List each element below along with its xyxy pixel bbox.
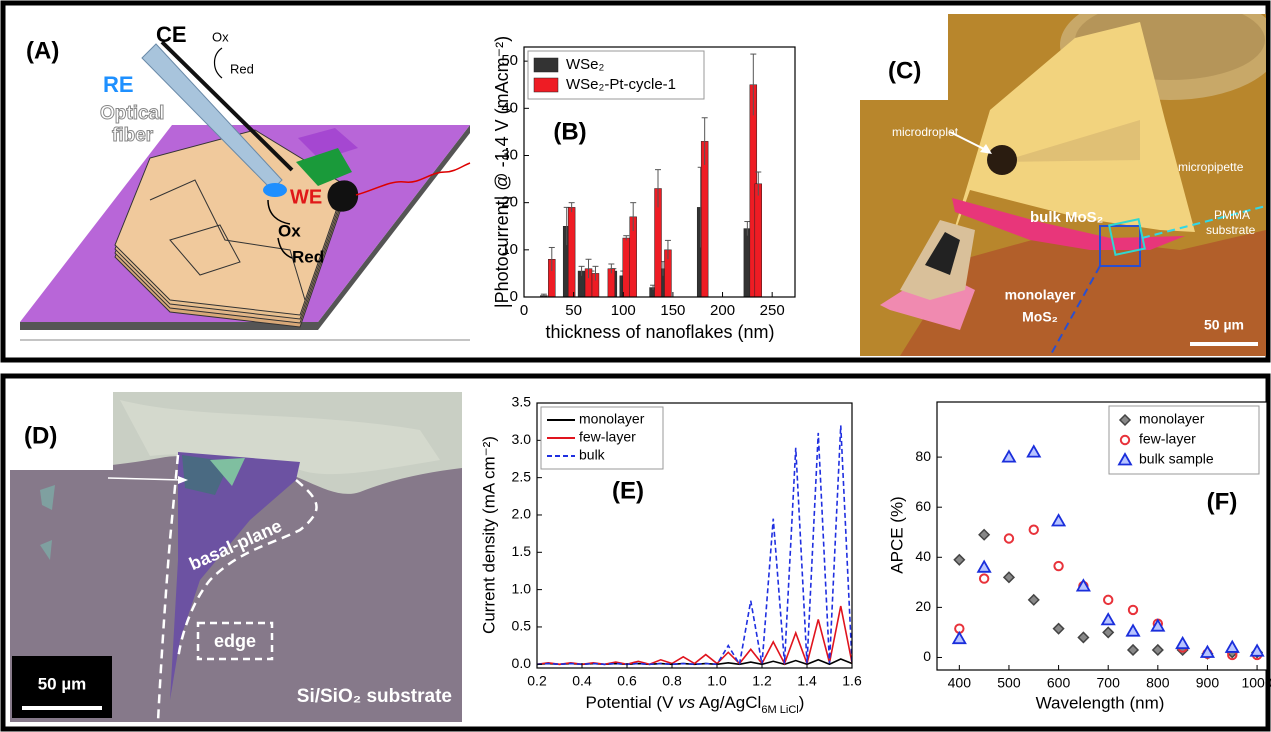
x-axis-label-part: ) <box>799 693 805 712</box>
y-tick-label: 20 <box>915 598 931 614</box>
x-axis-label-part: Potential (V <box>586 693 679 712</box>
x-tick-label: 200 <box>710 302 735 319</box>
legend-label: WSe₂ <box>566 56 605 73</box>
x-axis-label: Wavelength (nm) <box>1036 693 1165 712</box>
droplet <box>263 183 287 197</box>
panel-label: (C) <box>888 57 921 84</box>
panel-label: (B) <box>553 118 586 145</box>
page: { "panel_a": {"label": "(A)", "ce": "CE"… <box>0 0 1271 732</box>
we-label: WE <box>290 186 322 208</box>
y-tick-label: 60 <box>915 498 931 514</box>
legend-label: few-layer <box>1139 431 1196 447</box>
x-tick-label: 100 <box>611 302 636 319</box>
legend-label: WSe₂-Pt-cycle-1 <box>566 76 676 93</box>
x-tick-label: 0.4 <box>572 673 592 689</box>
panel-label: (E) <box>612 477 644 504</box>
x-tick-label: 150 <box>660 302 685 319</box>
x-tick-label: 0 <box>520 302 528 319</box>
y-tick-label: 1.0 <box>512 580 532 596</box>
x-tick-label: 50 <box>565 302 582 319</box>
annotation: Si/SiO₂ substrate <box>297 686 452 707</box>
bar <box>568 207 575 297</box>
y-tick-label: 1.5 <box>512 543 532 559</box>
annotation: PMMA <box>1214 208 1250 222</box>
y-tick-label: 2.5 <box>512 468 532 484</box>
contact <box>328 180 359 211</box>
scale-label: 50 µm <box>38 674 87 693</box>
x-tick-label: 400 <box>948 675 972 691</box>
legend-label: few-layer <box>579 429 636 445</box>
y-axis-label: |Photocurrent| @ -1.4 V (mAcm⁻²) <box>492 36 512 308</box>
y-tick-label: 2.0 <box>512 506 532 522</box>
annotation: substrate <box>1206 223 1256 237</box>
x-tick-label: 900 <box>1196 675 1220 691</box>
red-label: Red <box>230 61 254 76</box>
y-tick-label: 3.0 <box>512 431 532 447</box>
y-tick-label: 0.0 <box>512 655 532 671</box>
microdroplet <box>987 145 1017 175</box>
ce-label: CE <box>156 22 187 47</box>
panel-label: (F) <box>1207 488 1238 515</box>
x-tick-label: 500 <box>997 675 1021 691</box>
panel-c: (C) microdroplet micropipette bulk MoS₂ … <box>860 0 1271 356</box>
bar <box>623 238 630 297</box>
fiber-label: fiber <box>112 125 154 146</box>
chart: 0.2 0.4 0.6 0.8 1.0 1.2 1.4 1.6 0.0 0.5 1.0 1.5 2.0 2… <box>479 394 861 716</box>
x-tick-label: 1000 <box>1241 675 1271 691</box>
red-label: Red <box>292 247 324 266</box>
legend-label: monolayer <box>579 411 645 427</box>
annotation: micropipette <box>1178 160 1244 174</box>
figure: (A) CE RE Optical fiber Ox Red WE Ox Red… <box>0 0 1271 732</box>
panel-label: (D) <box>24 422 57 449</box>
x-tick-label: 600 <box>1047 675 1071 691</box>
re-label: RE <box>103 72 134 97</box>
y-tick-label: 3.5 <box>512 394 532 410</box>
scale-label: 50 µm <box>1204 317 1244 333</box>
legend-label: bulk sample <box>1139 451 1214 467</box>
annotation: microdroplet <box>892 125 959 139</box>
x-tick-label: 250 <box>760 302 785 319</box>
x-tick-label: 1.0 <box>707 673 727 689</box>
x-tick-label: 700 <box>1097 675 1121 691</box>
annotation: MoS₂ <box>1022 309 1058 325</box>
y-axis-label: APCE (%) <box>887 496 906 573</box>
x-tick-label: 1.2 <box>752 673 772 689</box>
x-tick-label: 0.6 <box>617 673 637 689</box>
x-tick-label: 0.2 <box>527 673 547 689</box>
chart: 400 500 600 700 800 900 1000 0 20 40 60 80 Wavelengt… <box>887 402 1271 712</box>
x-tick-label: 800 <box>1146 675 1170 691</box>
y-axis-label: Current density (mA cm⁻²) <box>479 436 498 634</box>
x-tick-label: 1.6 <box>842 673 862 689</box>
fiber-label: Optical <box>100 103 164 124</box>
x-tick-label: 1.4 <box>797 673 817 689</box>
annotation: monolayer <box>1005 287 1076 303</box>
ox-label: Ox <box>278 221 301 240</box>
legend-swatch <box>534 58 558 72</box>
x-axis-label: thickness of nanoflakes (nm) <box>545 322 774 342</box>
panel-label: (A) <box>26 37 59 64</box>
annotation: edge <box>214 631 256 651</box>
y-tick-label: 0.5 <box>512 618 532 634</box>
annotation: terrace <box>32 449 92 469</box>
legend-label: monolayer <box>1139 411 1205 427</box>
bar <box>755 184 762 297</box>
legend-label: bulk <box>579 447 606 463</box>
x-axis-label-part: Ag/AgCl <box>695 693 761 712</box>
x-tick-label: 0.8 <box>662 673 682 689</box>
x-axis-label-part: 6M LiCl <box>761 704 798 716</box>
legend-swatch <box>534 78 558 92</box>
y-tick-label: 80 <box>915 448 931 464</box>
panel-d: (D) terrace basal-plane edge 50 µm Si/Si… <box>10 392 462 722</box>
y-tick-label: 0 <box>923 648 931 664</box>
annotation: bulk MoS₂ <box>1030 209 1103 226</box>
y-tick-label: 40 <box>915 548 931 564</box>
x-axis-label-part: vs <box>678 693 696 712</box>
ox-label: Ox <box>212 29 229 44</box>
